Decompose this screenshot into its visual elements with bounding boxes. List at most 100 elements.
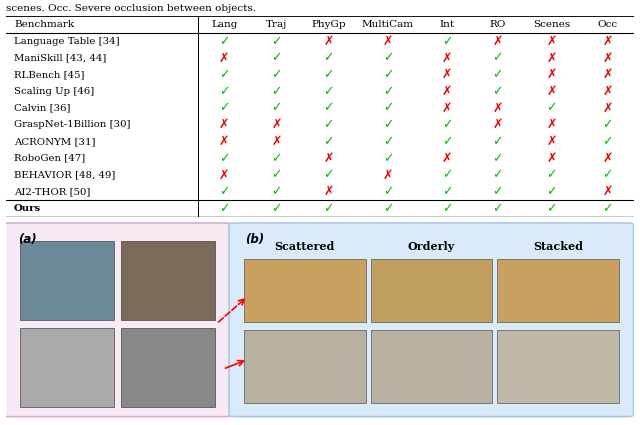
Text: MultiCam: MultiCam xyxy=(362,20,414,29)
Text: ✗: ✗ xyxy=(547,152,557,165)
Text: PhyGp: PhyGp xyxy=(312,20,346,29)
Text: Ours: Ours xyxy=(14,204,41,213)
Text: Scattered: Scattered xyxy=(275,241,335,252)
Text: Scenes: Scenes xyxy=(533,20,570,29)
Text: ✓: ✓ xyxy=(219,68,229,81)
Text: ✗: ✗ xyxy=(492,102,503,115)
Text: ACRONYM [31]: ACRONYM [31] xyxy=(14,137,95,146)
Text: ✗: ✗ xyxy=(602,68,612,81)
Text: ✓: ✓ xyxy=(547,202,557,215)
Text: ✓: ✓ xyxy=(442,135,452,148)
Bar xyxy=(244,258,365,322)
Text: ✓: ✓ xyxy=(492,152,503,165)
Text: AI2-THOR [50]: AI2-THOR [50] xyxy=(14,187,90,196)
Text: ManiSkill [43, 44]: ManiSkill [43, 44] xyxy=(14,54,106,62)
Text: Benchmark: Benchmark xyxy=(14,20,74,29)
Text: RLBench [45]: RLBench [45] xyxy=(14,70,84,79)
Text: ✓: ✓ xyxy=(219,185,229,198)
Text: ✓: ✓ xyxy=(492,168,503,181)
Text: (b): (b) xyxy=(244,233,264,246)
Text: ✓: ✓ xyxy=(547,185,557,198)
Text: ✓: ✓ xyxy=(323,102,334,115)
Text: (a): (a) xyxy=(18,233,36,246)
Text: Stacked: Stacked xyxy=(533,241,583,252)
Text: ✓: ✓ xyxy=(442,35,452,48)
Text: ✓: ✓ xyxy=(492,51,503,65)
Text: ✗: ✗ xyxy=(323,152,334,165)
Text: ✓: ✓ xyxy=(219,102,229,115)
Text: ✓: ✓ xyxy=(492,135,503,148)
Text: ✓: ✓ xyxy=(383,202,393,215)
Text: ✗: ✗ xyxy=(547,51,557,65)
Text: Lang: Lang xyxy=(211,20,237,29)
Text: ✗: ✗ xyxy=(219,118,229,131)
Text: ✓: ✓ xyxy=(492,185,503,198)
Text: ✓: ✓ xyxy=(219,35,229,48)
Bar xyxy=(497,258,618,322)
Text: ✓: ✓ xyxy=(271,168,282,181)
Text: ✗: ✗ xyxy=(602,35,612,48)
Bar xyxy=(371,330,492,403)
Text: Scaling Up [46]: Scaling Up [46] xyxy=(14,87,94,96)
Text: ✓: ✓ xyxy=(271,152,282,165)
Text: Traj: Traj xyxy=(266,20,287,29)
Text: ✓: ✓ xyxy=(602,118,612,131)
Text: ✗: ✗ xyxy=(602,51,612,65)
Bar xyxy=(244,330,365,403)
Text: ✓: ✓ xyxy=(271,35,282,48)
Text: RO: RO xyxy=(490,20,506,29)
Text: ✗: ✗ xyxy=(602,102,612,115)
Bar xyxy=(20,328,114,407)
Text: ✓: ✓ xyxy=(219,202,229,215)
Bar xyxy=(371,258,492,322)
Text: ✓: ✓ xyxy=(547,168,557,181)
Text: ✓: ✓ xyxy=(383,152,393,165)
Bar xyxy=(122,241,215,320)
Text: ✗: ✗ xyxy=(442,102,452,115)
Text: ✓: ✓ xyxy=(547,102,557,115)
Text: ✓: ✓ xyxy=(492,68,503,81)
Text: ✗: ✗ xyxy=(547,68,557,81)
Text: ✓: ✓ xyxy=(442,202,452,215)
Text: ✓: ✓ xyxy=(492,202,503,215)
Text: ✓: ✓ xyxy=(383,185,393,198)
Text: scenes. Occ. Severe occlusion between objects.: scenes. Occ. Severe occlusion between ob… xyxy=(6,4,257,13)
Text: ✗: ✗ xyxy=(219,51,229,65)
Text: ✓: ✓ xyxy=(602,135,612,148)
Text: Language Table [34]: Language Table [34] xyxy=(14,37,120,46)
Text: Calvin [36]: Calvin [36] xyxy=(14,104,70,113)
FancyBboxPatch shape xyxy=(3,223,232,416)
Text: ✓: ✓ xyxy=(271,202,282,215)
Text: ✗: ✗ xyxy=(219,168,229,181)
Text: ✓: ✓ xyxy=(383,68,393,81)
Text: ✗: ✗ xyxy=(602,185,612,198)
Text: ✓: ✓ xyxy=(219,85,229,98)
Text: ✓: ✓ xyxy=(442,168,452,181)
Text: ✗: ✗ xyxy=(219,135,229,148)
Text: ✓: ✓ xyxy=(323,118,334,131)
FancyBboxPatch shape xyxy=(229,223,634,416)
Text: ✓: ✓ xyxy=(219,152,229,165)
Text: ✓: ✓ xyxy=(383,102,393,115)
Text: ✓: ✓ xyxy=(323,135,334,148)
Text: RoboGen [47]: RoboGen [47] xyxy=(14,154,85,163)
Bar xyxy=(20,241,114,320)
Text: ✓: ✓ xyxy=(323,85,334,98)
Text: ✓: ✓ xyxy=(383,135,393,148)
Text: ✗: ✗ xyxy=(602,85,612,98)
Bar xyxy=(122,328,215,407)
Text: ✓: ✓ xyxy=(492,85,503,98)
Bar xyxy=(497,330,618,403)
Text: Occ: Occ xyxy=(597,20,618,29)
Text: ✗: ✗ xyxy=(492,35,503,48)
Text: ✗: ✗ xyxy=(442,51,452,65)
Text: ✓: ✓ xyxy=(383,118,393,131)
Text: ✓: ✓ xyxy=(271,68,282,81)
Text: ✗: ✗ xyxy=(323,185,334,198)
Text: ✗: ✗ xyxy=(442,85,452,98)
Text: Orderly: Orderly xyxy=(408,241,455,252)
Text: ✗: ✗ xyxy=(383,35,393,48)
Text: ✓: ✓ xyxy=(383,51,393,65)
Text: ✓: ✓ xyxy=(383,85,393,98)
Text: ✗: ✗ xyxy=(442,152,452,165)
